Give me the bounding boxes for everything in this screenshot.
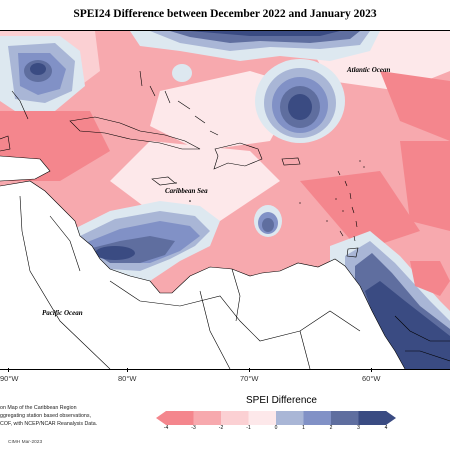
colorbar-tick-label: -1 [246, 425, 251, 431]
lon-tick [371, 368, 372, 372]
map-note-line: COF, with NCEP/NCAR Reanalysis Data. [0, 421, 98, 427]
colorbar-tick-label: 4 [384, 425, 388, 431]
colorbar-tick-label: 2 [329, 425, 333, 431]
coastlines [0, 70, 450, 369]
colorbar-segment [221, 411, 249, 425]
deep-pink-zone [400, 141, 450, 231]
colorbar-segment [193, 411, 222, 425]
legend-title: SPEI Difference [246, 395, 317, 406]
colorbar-segment [303, 411, 332, 425]
lon-label-70w: 70°W [240, 374, 259, 383]
light-pink-zone [110, 141, 280, 221]
colorbar-segment [331, 411, 359, 425]
colorbar-tick-label: 0 [274, 425, 278, 431]
lon-tick [8, 368, 9, 372]
map-note-line: on Map of the Caribbean Region [0, 405, 77, 411]
map-canvas [0, 31, 450, 369]
color-bar [156, 411, 396, 425]
colorbar-arrow-right [386, 411, 396, 425]
colorbar-segment [358, 411, 387, 425]
lon-label-80w: 80°W [118, 374, 137, 383]
gulf-land [0, 156, 50, 181]
lon-label-60w: 60°W [362, 374, 381, 383]
lon-tick [249, 368, 250, 372]
colorbar-tick-label: -4 [163, 425, 169, 431]
lon-label-90w: 90°W [0, 374, 19, 383]
atlantic-ocean-label: Atlantic Ocean [347, 66, 391, 74]
map-title: SPEI24 Difference between December 2022 … [73, 8, 377, 20]
colorbar-segment [166, 411, 194, 425]
colorbar-tick-label: -3 [191, 425, 196, 431]
deep-pink-zone [300, 171, 420, 251]
colorbar-tick-label: 1 [302, 425, 305, 431]
spei-difference-map [0, 30, 450, 370]
colorbar-tick-label: 3 [357, 425, 360, 431]
credit-text: CIMH Mar-2023 [8, 440, 43, 445]
map-note-line: ggregating station based observations, [0, 413, 91, 419]
colorbar-tick-label: -2 [218, 425, 224, 431]
lon-tick [127, 368, 128, 372]
colorbar-segment [248, 411, 277, 425]
caribbean-sea-label: Caribbean Sea [165, 187, 208, 195]
pacific-ocean-label: Pacific Ocean [42, 309, 83, 317]
deep-pink-zone [380, 71, 450, 141]
central-south-america-land [0, 181, 405, 369]
colorbar-segment [276, 411, 304, 425]
small-islands [175, 160, 365, 222]
colorbar-arrow-left [156, 411, 166, 425]
